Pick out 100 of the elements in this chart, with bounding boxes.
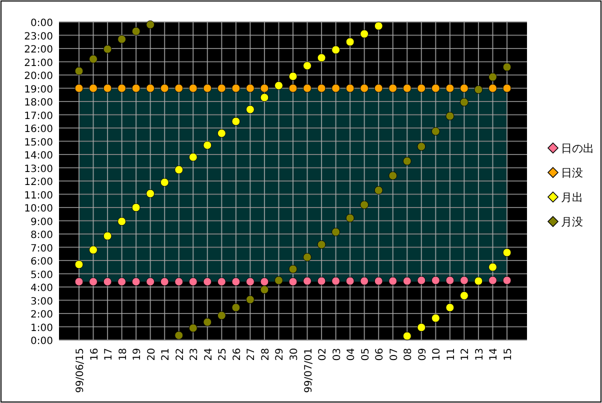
point [118, 84, 126, 92]
point [174, 165, 184, 174]
point [417, 84, 426, 92]
point [488, 84, 497, 92]
point [431, 314, 440, 322]
point [460, 276, 468, 285]
point [118, 277, 126, 286]
point [260, 84, 269, 92]
y-tick-label: 19:00 [24, 84, 53, 96]
point [203, 277, 212, 286]
point [188, 84, 198, 92]
point [274, 81, 283, 90]
y-tick-label: 14:00 [24, 150, 53, 162]
point [346, 38, 354, 46]
point [232, 277, 240, 286]
point [317, 276, 326, 286]
y-tick-label: 7:00 [30, 243, 53, 254]
point [146, 189, 155, 198]
y-tick-label: 6:00 [30, 256, 53, 268]
x-tick-label: 26 [232, 348, 243, 361]
point [146, 277, 155, 286]
y-tick-label: 3:00 [30, 296, 53, 308]
point [388, 171, 398, 180]
x-tick-label: 03 [332, 348, 343, 361]
point [502, 84, 512, 92]
point [103, 84, 112, 92]
point [132, 27, 140, 36]
point [232, 303, 240, 312]
y-tick-label: 9:00 [30, 216, 53, 228]
point [89, 277, 98, 286]
point [246, 277, 254, 286]
point [417, 276, 426, 285]
x-tick-label: 12 [460, 348, 472, 361]
point [174, 331, 184, 340]
x-tick-label: 30 [289, 348, 300, 361]
x-tick-label: 99/06/15 [75, 348, 86, 393]
point [374, 84, 383, 92]
point [118, 34, 126, 44]
point [303, 61, 312, 70]
point [374, 22, 383, 30]
x-tick-label: 18 [118, 348, 129, 361]
x-tick-label: 05 [360, 348, 372, 361]
point [89, 84, 98, 92]
point [203, 140, 212, 150]
x-tick-label: 08 [403, 348, 414, 361]
point [203, 84, 212, 92]
y-tick-label: 11:00 [24, 190, 53, 202]
point [446, 276, 454, 285]
x-tick-label: 25 [218, 348, 229, 361]
y-tick-label: 10:00 [24, 204, 53, 214]
point [431, 127, 440, 136]
x-tick-label: 13 [474, 348, 486, 361]
point [303, 84, 312, 92]
point [374, 276, 383, 286]
x-tick-label: 24 [203, 348, 214, 361]
legend-label: 月出 [561, 191, 583, 204]
x-tick-label: 11 [446, 348, 457, 361]
point [288, 72, 298, 81]
y-tick-label: 1:00 [30, 322, 53, 334]
point [217, 311, 226, 320]
point [188, 152, 198, 162]
point [217, 129, 226, 138]
point [132, 203, 140, 212]
y-tick-label: 2:00 [30, 310, 53, 320]
y-tick-label: 4:00 [30, 283, 53, 294]
point [417, 323, 426, 332]
point [132, 84, 140, 92]
point [217, 84, 226, 92]
point [317, 240, 326, 249]
point [502, 62, 512, 72]
y-tick-label: 5:00 [30, 270, 53, 281]
x-tick-label: 17 [104, 348, 115, 361]
point [431, 276, 440, 285]
point [118, 217, 126, 226]
point [446, 112, 454, 120]
point [260, 285, 269, 294]
point [332, 46, 340, 54]
point [288, 84, 298, 92]
legend-label: 月没 [561, 216, 583, 228]
y-tick-label: 16:00 [24, 124, 53, 135]
legend-label: 日没 [561, 166, 583, 180]
point [288, 277, 298, 286]
point [488, 262, 497, 272]
point [246, 105, 254, 114]
point [188, 324, 198, 332]
point [103, 277, 112, 286]
y-tick-label: 17:00 [24, 110, 53, 122]
point [460, 291, 468, 300]
point [132, 277, 140, 286]
point [402, 332, 412, 340]
point [74, 277, 84, 286]
point [360, 276, 369, 286]
point [246, 84, 254, 92]
point [460, 98, 468, 106]
y-tick-label: 8:00 [30, 230, 53, 241]
point [388, 84, 398, 92]
y-tick-label: 13:00 [24, 164, 53, 175]
point [89, 54, 98, 64]
point [232, 117, 240, 126]
x-tick-label: 22 [174, 348, 186, 361]
